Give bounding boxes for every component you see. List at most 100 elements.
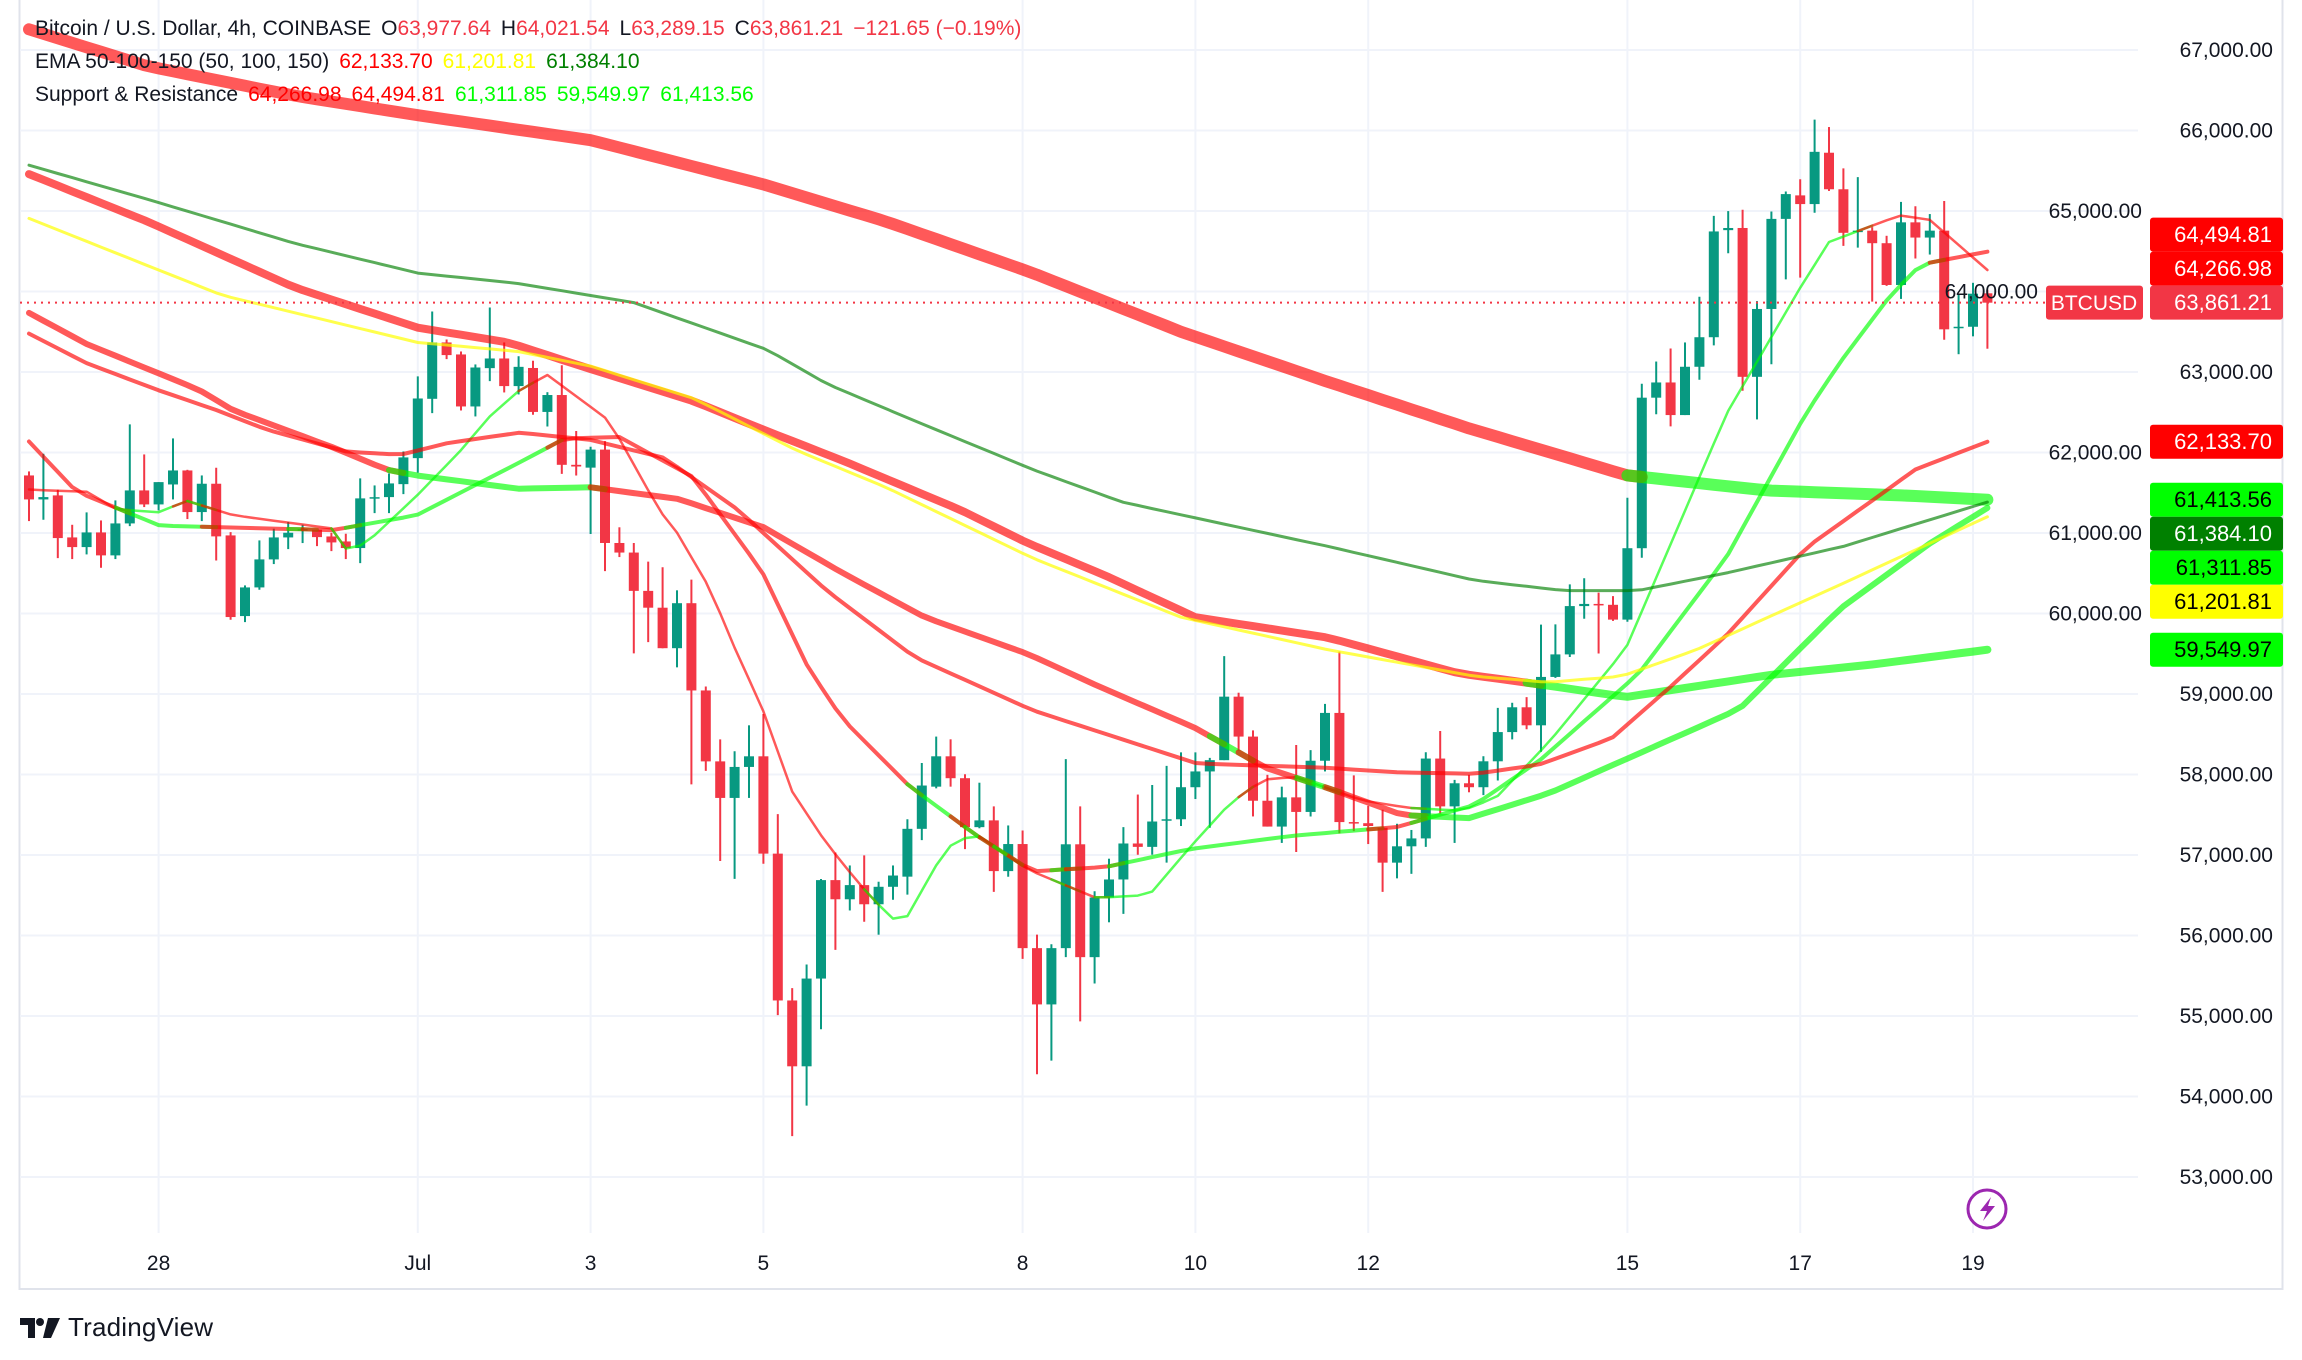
indicator-line[interactable] <box>23 23 1994 506</box>
candle[interactable] <box>1579 578 1590 619</box>
candle[interactable] <box>412 376 423 473</box>
indicator-line[interactable] <box>26 309 1991 822</box>
candle[interactable] <box>1348 775 1359 832</box>
time-axis[interactable]: 28 Jul 3 5 8 10 12 15 17 19 <box>147 1252 1985 1275</box>
candle[interactable] <box>153 482 164 511</box>
candle[interactable] <box>1320 703 1330 772</box>
candle[interactable] <box>1809 119 1820 213</box>
candle[interactable] <box>1881 235 1892 286</box>
candle[interactable] <box>1608 596 1618 621</box>
candle[interactable] <box>1968 282 1978 337</box>
candle[interactable] <box>312 529 322 547</box>
candle[interactable] <box>643 561 654 643</box>
candle[interactable] <box>1118 827 1129 914</box>
candle[interactable] <box>801 964 812 1106</box>
candle[interactable] <box>1204 757 1215 828</box>
candle[interactable] <box>52 489 63 559</box>
candle[interactable] <box>657 567 668 649</box>
candle[interactable] <box>182 469 193 520</box>
candle[interactable] <box>268 528 279 565</box>
indicator-line[interactable] <box>27 331 1990 776</box>
candle[interactable] <box>1723 211 1734 254</box>
candle[interactable] <box>1161 765 1172 863</box>
candle[interactable] <box>1795 179 1806 278</box>
candle[interactable] <box>283 522 294 550</box>
candle[interactable] <box>1852 177 1863 248</box>
candle[interactable] <box>1550 624 1561 678</box>
candle[interactable] <box>1363 805 1374 845</box>
candle[interactable] <box>1939 201 1950 340</box>
candle[interactable] <box>24 471 34 522</box>
candle[interactable] <box>600 441 610 572</box>
candle[interactable] <box>1262 774 1273 827</box>
candle[interactable] <box>585 446 596 535</box>
candle[interactable] <box>211 467 222 561</box>
candle[interactable] <box>456 351 466 411</box>
candle[interactable] <box>1132 794 1143 855</box>
candle[interactable] <box>1824 127 1834 191</box>
candle[interactable] <box>787 988 798 1137</box>
candle[interactable] <box>1377 809 1388 892</box>
candle[interactable] <box>873 881 884 935</box>
legend-sr-row[interactable]: Support & Resistance 64,266.98 64,494.81… <box>35 78 1031 111</box>
candle[interactable] <box>672 590 682 668</box>
candle[interactable] <box>484 307 495 382</box>
candle[interactable] <box>81 512 92 555</box>
candle[interactable] <box>1622 497 1633 622</box>
candle[interactable] <box>729 751 740 879</box>
candle[interactable] <box>1694 296 1705 380</box>
candle[interactable] <box>240 585 250 623</box>
candle[interactable] <box>556 365 567 474</box>
candle[interactable] <box>1089 891 1100 984</box>
candle[interactable] <box>1492 707 1503 781</box>
candle[interactable] <box>168 438 178 500</box>
candle[interactable] <box>1233 692 1244 751</box>
candle[interactable] <box>744 725 754 798</box>
candle[interactable] <box>1046 944 1057 1061</box>
candle[interactable] <box>470 364 481 417</box>
candle[interactable] <box>1780 191 1791 280</box>
candle[interactable] <box>369 485 380 514</box>
candle[interactable] <box>38 453 49 520</box>
candle[interactable] <box>931 736 942 789</box>
candle[interactable] <box>441 339 452 360</box>
price-axis[interactable]: 67,000.00 66,000.00 65,000.00 64,000.00 63,0… <box>1945 39 2273 1189</box>
candle[interactable] <box>816 878 826 1030</box>
candle[interactable] <box>974 782 985 829</box>
candle[interactable] <box>1060 759 1071 958</box>
candle[interactable] <box>1737 209 1748 391</box>
candle[interactable] <box>528 360 538 415</box>
indicator-line[interactable] <box>25 170 1992 701</box>
candle[interactable] <box>700 686 711 771</box>
candle[interactable] <box>1651 361 1662 415</box>
candle[interactable] <box>1982 289 1993 349</box>
candle[interactable] <box>1147 784 1158 855</box>
candle[interactable] <box>1507 702 1518 740</box>
candle[interactable] <box>1464 774 1474 793</box>
candle[interactable] <box>110 500 121 560</box>
symbol-tag[interactable]: BTCUSD <box>2046 285 2143 320</box>
candle[interactable] <box>830 852 841 950</box>
tradingview-logo[interactable]: TradingView <box>20 1312 213 1343</box>
ema-indicator-name[interactable]: EMA 50-100-150 (50, 100, 150) <box>35 50 330 73</box>
candle[interactable] <box>196 475 207 522</box>
candle[interactable] <box>513 356 524 395</box>
candle[interactable] <box>1478 756 1489 796</box>
candle[interactable] <box>960 774 970 850</box>
candle[interactable] <box>1032 934 1042 1075</box>
candle[interactable] <box>1176 752 1186 827</box>
candle[interactable] <box>254 540 265 590</box>
candle[interactable] <box>1334 651 1345 834</box>
symbol-title[interactable]: Bitcoin / U.S. Dollar, 4h, COINBASE <box>35 17 372 40</box>
candle[interactable] <box>1867 227 1878 302</box>
candle[interactable] <box>1680 342 1690 416</box>
candle[interactable] <box>888 865 898 900</box>
candle[interactable] <box>1665 348 1676 427</box>
candle[interactable] <box>1521 697 1532 730</box>
candle[interactable] <box>1838 168 1849 246</box>
candle[interactable] <box>628 542 639 654</box>
candle[interactable] <box>355 478 366 564</box>
candle[interactable] <box>542 392 553 427</box>
candle[interactable] <box>715 739 726 861</box>
indicator-line[interactable] <box>27 214 1989 920</box>
